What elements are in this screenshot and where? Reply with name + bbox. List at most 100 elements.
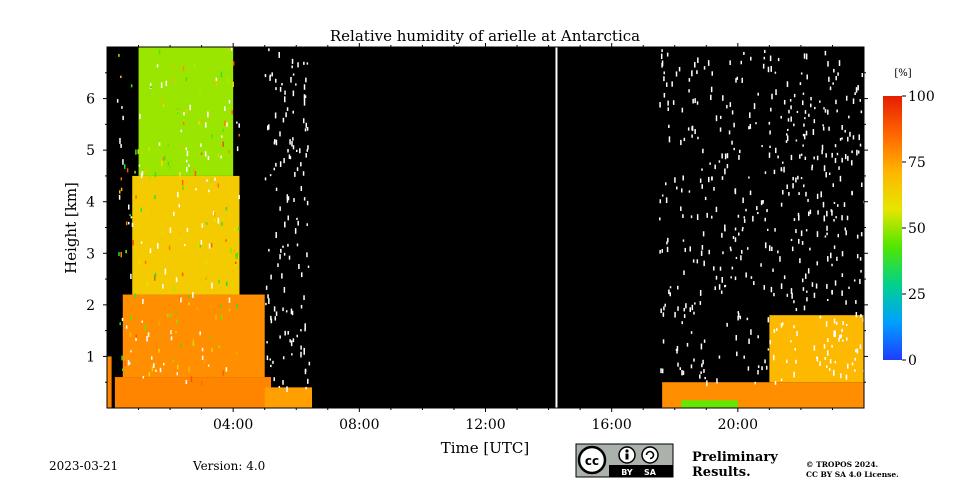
- speckle-mark: [809, 247, 811, 251]
- speckle-mark: [177, 110, 179, 113]
- speckle-mark: [743, 216, 746, 219]
- speckle-mark: [290, 76, 292, 83]
- speckle-mark: [835, 216, 837, 219]
- speckle-mark: [774, 147, 777, 154]
- speckle-mark: [825, 171, 827, 178]
- speckle-mark: [215, 314, 217, 320]
- speckle-mark: [845, 230, 847, 236]
- speckle-mark: [170, 313, 172, 318]
- speckle-mark: [663, 76, 665, 82]
- speckle-mark: [300, 304, 303, 309]
- speckle-mark: [846, 337, 848, 341]
- speckle-mark: [303, 84, 306, 90]
- speckle-mark: [225, 239, 227, 242]
- speckle-mark: [785, 140, 788, 143]
- speckle-mark: [203, 360, 206, 364]
- speckle-mark: [708, 249, 710, 255]
- speckle-mark: [279, 335, 281, 339]
- speckle-mark: [810, 103, 812, 108]
- speckle-mark: [788, 191, 790, 196]
- speckle-mark: [769, 55, 772, 62]
- speckle-mark: [153, 274, 156, 281]
- speckle-mark: [828, 76, 830, 82]
- speckle-mark: [785, 133, 788, 136]
- speckle-mark: [300, 351, 302, 358]
- speckle-mark: [721, 276, 723, 283]
- y-tick-label: 2: [86, 298, 95, 314]
- colorbar-scale: [883, 96, 902, 360]
- speckle-mark: [767, 317, 770, 323]
- speckle-mark: [232, 61, 235, 66]
- speckle-mark: [772, 268, 774, 272]
- speckle-mark: [773, 354, 775, 361]
- speckle-mark: [728, 130, 731, 135]
- speckle-mark: [292, 137, 294, 141]
- speckle-mark: [190, 376, 193, 382]
- speckle-mark: [839, 334, 841, 339]
- speckle-mark: [805, 130, 808, 136]
- humidity-region: [769, 315, 864, 383]
- speckle-mark: [173, 211, 175, 216]
- speckle-mark: [185, 159, 188, 163]
- speckle-mark: [748, 338, 750, 344]
- speckle-mark: [815, 283, 818, 289]
- speckle-mark: [200, 239, 203, 245]
- speckle-mark: [724, 228, 726, 232]
- speckle-mark: [861, 182, 863, 187]
- speckle-mark: [780, 323, 783, 328]
- speckle-mark: [289, 156, 292, 160]
- speckle-mark: [207, 155, 210, 161]
- speckle-mark: [292, 73, 295, 76]
- speckle-mark: [118, 190, 121, 194]
- speckle-mark: [226, 122, 228, 127]
- speckle-mark: [153, 363, 155, 369]
- speckle-mark: [685, 303, 687, 309]
- speckle-mark: [186, 150, 189, 157]
- speckle-mark: [767, 66, 770, 73]
- speckle-mark: [777, 250, 779, 254]
- speckle-mark: [144, 168, 147, 173]
- speckle-mark: [786, 81, 789, 88]
- speckle-mark: [300, 329, 302, 332]
- speckle-mark: [228, 297, 231, 303]
- speckle-mark: [834, 280, 837, 286]
- speckle-mark: [292, 110, 295, 114]
- x-tick-label: 16:00: [591, 417, 631, 433]
- speckle-mark: [127, 221, 130, 225]
- speckle-mark: [180, 297, 182, 303]
- speckle-mark: [774, 381, 777, 385]
- speckle-mark: [194, 198, 197, 203]
- speckle-mark: [210, 242, 213, 248]
- speckle-mark: [662, 312, 665, 317]
- speckle-mark: [683, 270, 685, 275]
- speckle-mark: [859, 143, 862, 147]
- speckle-mark: [206, 179, 208, 182]
- speckle-mark: [236, 146, 239, 152]
- speckle-mark: [841, 273, 844, 277]
- speckle-mark: [819, 100, 821, 103]
- speckle-mark: [820, 191, 822, 198]
- x-tick-label: 04:00: [213, 417, 253, 433]
- speckle-mark: [193, 63, 196, 69]
- speckle-mark: [764, 359, 766, 364]
- speckle-mark: [703, 66, 706, 70]
- speckle-mark: [220, 314, 223, 320]
- speckle-mark: [747, 366, 750, 371]
- speckle-mark: [816, 356, 819, 362]
- speckle-mark: [731, 266, 734, 270]
- speckle-mark: [802, 133, 805, 137]
- speckle-mark: [275, 162, 277, 167]
- speckle-mark: [170, 330, 172, 335]
- speckle-mark: [199, 244, 202, 248]
- speckle-mark: [822, 126, 825, 131]
- speckle-mark: [286, 197, 289, 203]
- speckle-mark: [307, 378, 309, 384]
- speckle-mark: [830, 209, 833, 212]
- speckle-mark: [217, 217, 220, 224]
- speckle-mark: [821, 149, 823, 155]
- attribution-icon-body: [625, 453, 629, 460]
- speckle-mark: [718, 355, 721, 359]
- speckle-mark: [208, 243, 211, 249]
- speckle-mark: [710, 94, 712, 101]
- speckle-mark: [662, 339, 665, 344]
